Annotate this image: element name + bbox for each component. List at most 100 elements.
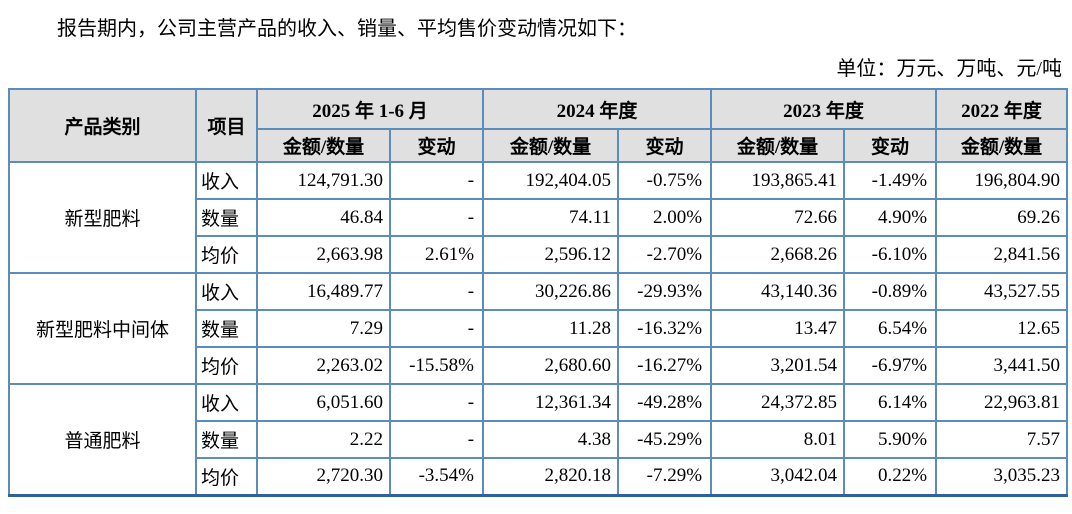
row-item-label: 收入 xyxy=(195,161,258,200)
cell-change: -49.28% xyxy=(617,383,713,422)
cell-amount: 11.28 xyxy=(482,309,620,348)
product-metrics-table: 产品类别 项目 2025 年 1-6 月 2024 年度 2023 年度 202… xyxy=(8,88,1069,497)
cell-amount: 2,663.98 xyxy=(256,235,391,274)
cell-change: - xyxy=(388,161,485,200)
cell-change: -16.27% xyxy=(617,346,713,385)
table-row: 新型肥料 收入 124,791.30 - 192,404.05 -0.75% 1… xyxy=(8,161,1069,274)
group-category: 普通肥料 xyxy=(8,383,197,496)
cell-amount: 2,820.18 xyxy=(482,457,620,496)
cell-amount: 3,042.04 xyxy=(710,457,846,496)
table-row: 数量 46.84 - 74.11 2.00% 72.66 4.90% 69.26 xyxy=(9,198,1069,237)
cell-amount: 192,404.05 xyxy=(482,161,620,200)
cell-amount: 193,865.41 xyxy=(710,161,846,200)
cell-amount: 6,051.60 xyxy=(256,383,391,422)
cell-amount: 43,527.55 xyxy=(935,272,1069,311)
group-category: 新型肥料中间体 xyxy=(8,272,197,385)
cell-amount: 46.84 xyxy=(256,198,391,237)
cell-change: -1.49% xyxy=(843,161,938,200)
cell-amount: 2,596.12 xyxy=(482,235,620,274)
cell-amount: 196,804.90 xyxy=(935,161,1069,200)
cell-change: 0.22% xyxy=(843,457,938,496)
cell-amount: 7.57 xyxy=(935,420,1069,459)
header-period-2025h1: 2025 年 1-6 月 xyxy=(255,88,485,130)
cell-amount: 3,441.50 xyxy=(935,346,1069,385)
cell-change: -15.58% xyxy=(388,346,485,385)
header-product-category: 产品类别 xyxy=(8,88,197,163)
cell-change: -16.32% xyxy=(617,309,713,348)
cell-amount: 72.66 xyxy=(710,198,846,237)
header-change-2025: 变动 xyxy=(388,128,485,163)
header-amount-qty-2024: 金额/数量 xyxy=(482,128,620,163)
row-item-label: 数量 xyxy=(195,420,258,459)
cell-change: - xyxy=(388,420,485,459)
header-period-2023: 2023 年度 xyxy=(710,88,938,130)
row-item-label: 均价 xyxy=(195,235,258,274)
cell-amount: 7.29 xyxy=(256,309,391,348)
row-item-label: 收入 xyxy=(195,383,258,422)
cell-change: -29.93% xyxy=(617,272,713,311)
cell-amount: 3,201.54 xyxy=(710,346,846,385)
table-row: 均价 2,263.02 -15.58% 2,680.60 -16.27% 3,2… xyxy=(9,346,1069,385)
header-row-periods: 产品类别 项目 2025 年 1-6 月 2024 年度 2023 年度 202… xyxy=(8,88,1069,163)
cell-amount: 69.26 xyxy=(935,198,1069,237)
cell-amount: 2,263.02 xyxy=(256,346,391,385)
cell-amount: 2,720.30 xyxy=(256,457,391,496)
cell-amount: 24,372.85 xyxy=(710,383,846,422)
cell-change: - xyxy=(388,272,485,311)
header-amount-qty-2023: 金额/数量 xyxy=(710,128,846,163)
header-period-2022: 2022 年度 xyxy=(935,88,1069,130)
header-change-2024: 变动 xyxy=(617,128,713,163)
header-amount-qty-2022: 金额/数量 xyxy=(935,128,1069,163)
table-row: 普通肥料 收入 6,051.60 - 12,361.34 -49.28% 24,… xyxy=(8,383,1069,496)
table-row: 均价 2,663.98 2.61% 2,596.12 -2.70% 2,668.… xyxy=(9,235,1069,274)
group-category: 新型肥料 xyxy=(8,161,197,274)
header-change-2023: 变动 xyxy=(843,128,938,163)
cell-change: -6.10% xyxy=(843,235,938,274)
unit-note: 单位：万元、万吨、元/吨 xyxy=(836,58,1062,80)
table-row: 数量 2.22 - 4.38 -45.29% 8.01 5.90% 7.57 xyxy=(9,420,1069,459)
cell-change: -2.70% xyxy=(617,235,713,274)
cell-amount: 16,489.77 xyxy=(256,272,391,311)
cell-amount: 8.01 xyxy=(710,420,846,459)
cell-amount: 12,361.34 xyxy=(482,383,620,422)
row-item-label: 均价 xyxy=(195,457,258,496)
cell-change: 5.90% xyxy=(843,420,938,459)
cell-change: 4.90% xyxy=(843,198,938,237)
cell-change: 6.14% xyxy=(843,383,938,422)
table-row: 数量 7.29 - 11.28 -16.32% 13.47 6.54% 12.6… xyxy=(9,309,1069,348)
cell-change: 2.00% xyxy=(617,198,713,237)
row-item-label: 数量 xyxy=(195,309,258,348)
header-amount-qty-2025: 金额/数量 xyxy=(256,128,391,163)
cell-amount: 3,035.23 xyxy=(935,457,1069,496)
header-row-measures: 金额/数量 变动 金额/数量 变动 金额/数量 变动 金额/数量 xyxy=(9,128,1069,163)
cell-change: -3.54% xyxy=(388,457,485,496)
cell-change: - xyxy=(388,383,485,422)
cell-change: -0.89% xyxy=(843,272,938,311)
cell-amount: 2,668.26 xyxy=(710,235,846,274)
cell-change: -0.75% xyxy=(617,161,713,200)
cell-change: - xyxy=(388,309,485,348)
cell-change: - xyxy=(388,198,485,237)
document-page: 报告期内，公司主营产品的收入、销量、平均售价变动情况如下： 单位：万元、万吨、元… xyxy=(0,16,1072,514)
cell-amount: 43,140.36 xyxy=(710,272,846,311)
row-item-label: 收入 xyxy=(195,272,258,311)
cell-amount: 12.65 xyxy=(935,309,1069,348)
cell-change: -7.29% xyxy=(617,457,713,496)
header-item: 项目 xyxy=(195,88,258,163)
cell-amount: 2.22 xyxy=(256,420,391,459)
cell-amount: 13.47 xyxy=(710,309,846,348)
intro-paragraph: 报告期内，公司主营产品的收入、销量、平均售价变动情况如下： xyxy=(57,18,637,40)
table-row: 新型肥料中间体 收入 16,489.77 - 30,226.86 -29.93%… xyxy=(8,272,1069,385)
cell-change: 2.61% xyxy=(388,235,485,274)
cell-amount: 124,791.30 xyxy=(256,161,391,200)
cell-amount: 2,841.56 xyxy=(935,235,1069,274)
cell-change: 6.54% xyxy=(843,309,938,348)
cell-amount: 4.38 xyxy=(482,420,620,459)
cell-amount: 2,680.60 xyxy=(482,346,620,385)
cell-change: -45.29% xyxy=(617,420,713,459)
row-item-label: 均价 xyxy=(195,346,258,385)
cell-amount: 74.11 xyxy=(482,198,620,237)
cell-change: -6.97% xyxy=(843,346,938,385)
table-row: 均价 2,720.30 -3.54% 2,820.18 -7.29% 3,042… xyxy=(9,457,1069,496)
cell-amount: 22,963.81 xyxy=(935,383,1069,422)
